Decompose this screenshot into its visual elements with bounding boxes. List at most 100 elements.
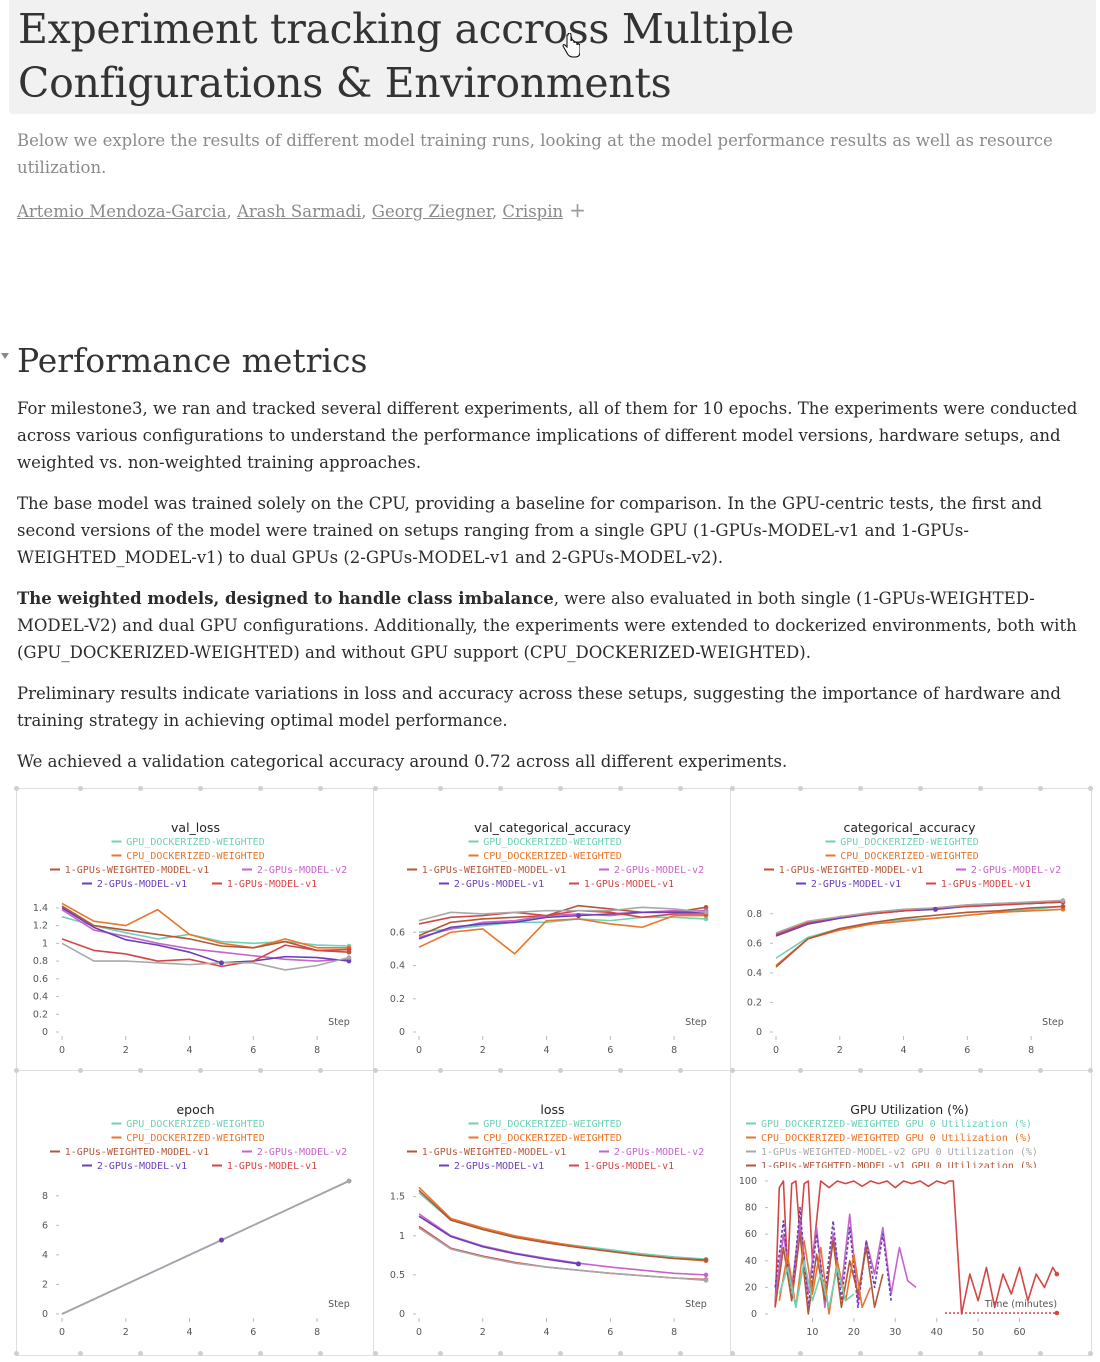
grid-handle-dot[interactable] (14, 1068, 19, 1073)
grid-handle-dot[interactable] (558, 786, 563, 791)
grid-handle-dot[interactable] (198, 1068, 203, 1073)
legend-entry[interactable]: GPU_DOCKERIZED-WEIGHTED (825, 837, 979, 848)
legend-entry[interactable]: 2-GPUs-MODEL-v2 (599, 1147, 704, 1158)
legend-entry[interactable]: CPU_DOCKERIZED-WEIGHTED (111, 1133, 265, 1144)
chart-panel-val-loss[interactable]: val_loss GPU_DOCKERIZED-WEIGHTED CPU_DOCKE… (17, 789, 374, 1071)
grid-handle-dot[interactable] (678, 786, 683, 791)
grid-handle-dot[interactable] (318, 786, 323, 791)
legend-entry[interactable]: CPU_DOCKERIZED-WEIGHTED (468, 1133, 622, 1144)
series-line[interactable] (775, 908, 1064, 967)
grid-handle-dot[interactable] (1038, 1351, 1043, 1356)
grid-handle-dot[interactable] (798, 786, 803, 791)
legend-entry[interactable]: 2-GPUs-MODEL-v2 (599, 865, 704, 876)
grid-handle-dot[interactable] (438, 786, 443, 791)
grid-handle-dot[interactable] (678, 1351, 683, 1356)
series-line[interactable] (418, 1189, 707, 1261)
grid-handle-dot[interactable] (798, 1068, 803, 1073)
grid-handle-dot[interactable] (258, 1068, 263, 1073)
grid-handle-dot[interactable] (918, 1068, 923, 1073)
legend-entry[interactable]: 1-GPUs-MODEL-v1 (212, 1161, 317, 1172)
series-line[interactable] (61, 908, 350, 962)
collapse-section-icon[interactable] (1, 353, 9, 359)
legend-entry[interactable]: GPU_DOCKERIZED-WEIGHTED (111, 1119, 265, 1130)
chart-panel-loss[interactable]: loss GPU_DOCKERIZED-WEIGHTED CPU_DOCKERIZE… (374, 1071, 731, 1353)
legend-entry[interactable]: GPU_DOCKERIZED-WEIGHTED GPU 0 Utilizatio… (746, 1119, 1032, 1130)
legend-entry[interactable]: 1-GPUs-WEIGHTED-MODEL-v1 (407, 865, 566, 876)
legend-entry[interactable]: 1-GPUs-MODEL-v1 (926, 879, 1031, 890)
series-line[interactable] (775, 905, 1064, 968)
grid-handle-dot[interactable] (498, 1351, 503, 1356)
grid-handle-dot[interactable] (78, 1068, 83, 1073)
series-line[interactable] (778, 1260, 855, 1309)
series-line[interactable] (61, 902, 349, 949)
author-link[interactable]: Artemio Mendoza-Garcia (17, 202, 227, 221)
grid-handle-dot[interactable] (373, 1351, 378, 1356)
paragraph[interactable]: Preliminary results indicate variations … (17, 684, 1061, 730)
grid-handle-dot[interactable] (14, 786, 19, 791)
chart-panel-val-categorical-accuracy[interactable]: val_categorical_accuracy GPU_DOCKERIZED-W… (374, 789, 731, 1071)
grid-handle-dot[interactable] (438, 1351, 443, 1356)
series-line[interactable] (418, 909, 706, 925)
report-title[interactable]: Experiment tracking accross Multiple Con… (18, 5, 795, 107)
series-line[interactable] (61, 905, 350, 953)
legend-entry[interactable]: 1-GPUs-WEIGHTED-MODEL-v1 (764, 865, 923, 876)
series-line[interactable] (61, 1180, 350, 1315)
legend-entry[interactable]: CPU_DOCKERIZED-WEIGHTED GPU 0 Utilizatio… (746, 1133, 1032, 1144)
legend-entry[interactable]: 1-GPUs-WEIGHTED-MODEL-v2 GPU 0 Utilizati… (746, 1147, 1038, 1158)
series-line[interactable] (418, 911, 706, 940)
legend-entry[interactable]: 2-GPUs-MODEL-v2 (956, 865, 1061, 876)
legend-entry[interactable]: CPU_DOCKERIZED-WEIGHTED (468, 851, 622, 862)
legend-entry[interactable]: 1-GPUs-MODEL-v1 (569, 1161, 674, 1172)
plus-icon[interactable]: + (569, 198, 586, 222)
legend-entry[interactable]: 1-GPUs-WEIGHTED-MODEL-v1 (50, 1147, 209, 1158)
legend-entry[interactable]: CPU_DOCKERIZED-WEIGHTED (825, 851, 979, 862)
grid-handle-dot[interactable] (618, 1351, 623, 1356)
grid-handle-dot[interactable] (373, 1068, 378, 1073)
legend-entry[interactable]: GPU_DOCKERIZED-WEIGHTED (111, 837, 265, 848)
legend-entry[interactable]: 2-GPUs-MODEL-v2 (242, 1147, 347, 1158)
series-line[interactable] (418, 906, 707, 922)
series-line[interactable] (775, 899, 1064, 934)
chart-panel-categorical-accuracy[interactable]: categorical_accuracy GPU_DOCKERIZED-WEIGH… (731, 789, 1088, 1071)
grid-handle-dot[interactable] (198, 786, 203, 791)
legend-entry[interactable]: 1-GPUs-WEIGHTED-MODEL-v1 GPU 0 Utilizati… (746, 1161, 1038, 1172)
grid-handle-dot[interactable] (318, 1068, 323, 1073)
series-line[interactable] (61, 942, 350, 971)
grid-handle-dot[interactable] (1088, 786, 1093, 791)
chart-panel-gpu-utilization[interactable]: GPU Utilization (%) GPU_DOCKERIZED-WEIGHT… (731, 1071, 1088, 1353)
grid-handle-dot[interactable] (858, 786, 863, 791)
series-line[interactable] (418, 1192, 707, 1261)
paragraph[interactable]: We achieved a validation categorical acc… (17, 752, 788, 771)
author-link[interactable]: Crispin (502, 202, 564, 221)
grid-handle-dot[interactable] (798, 1351, 803, 1356)
series-line[interactable] (61, 907, 350, 964)
series-line[interactable] (418, 914, 706, 955)
grid-handle-dot[interactable] (558, 1068, 563, 1073)
grid-handle-dot[interactable] (558, 1351, 563, 1356)
grid-handle-dot[interactable] (138, 786, 143, 791)
grid-handle-dot[interactable] (1088, 1351, 1093, 1356)
series-line[interactable] (418, 1215, 579, 1265)
series-line[interactable] (418, 1227, 707, 1282)
grid-handle-dot[interactable] (618, 1068, 623, 1073)
grid-handle-dot[interactable] (198, 1351, 203, 1356)
paragraph[interactable]: For milestone3, we ran and tracked sever… (17, 399, 1078, 472)
author-link[interactable]: Georg Ziegner (371, 202, 492, 221)
legend-entry[interactable]: 1-GPUs-MODEL-v1 (212, 879, 317, 890)
report-subtitle[interactable]: Below we explore the results of differen… (17, 131, 1053, 177)
series-line[interactable] (775, 905, 1064, 959)
legend-entry[interactable]: 1-GPUs-WEIGHTED-MODEL-v1 (407, 1147, 566, 1158)
chart-panel-epoch[interactable]: epoch GPU_DOCKERIZED-WEIGHTED CPU_DOCKERIZ… (17, 1071, 374, 1353)
author-link[interactable]: Arash Sarmadi (236, 202, 362, 221)
legend-entry[interactable]: CPU_DOCKERIZED-WEIGHTED (111, 851, 265, 862)
grid-handle-dot[interactable] (730, 1351, 735, 1356)
grid-handle-dot[interactable] (1038, 786, 1043, 791)
grid-handle-dot[interactable] (138, 1351, 143, 1356)
legend-entry[interactable]: GPU_DOCKERIZED-WEIGHTED (468, 837, 622, 848)
legend-entry[interactable]: 1-GPUs-WEIGHTED-MODEL-v1 (50, 865, 209, 876)
grid-handle-dot[interactable] (918, 786, 923, 791)
legend-entry[interactable]: 2-GPUs-MODEL-v2 (242, 865, 347, 876)
legend-entry[interactable]: 2-GPUs-MODEL-v1 (439, 1161, 544, 1172)
grid-handle-dot[interactable] (498, 1068, 503, 1073)
paragraph[interactable]: The base model was trained solely on the… (17, 494, 1043, 567)
